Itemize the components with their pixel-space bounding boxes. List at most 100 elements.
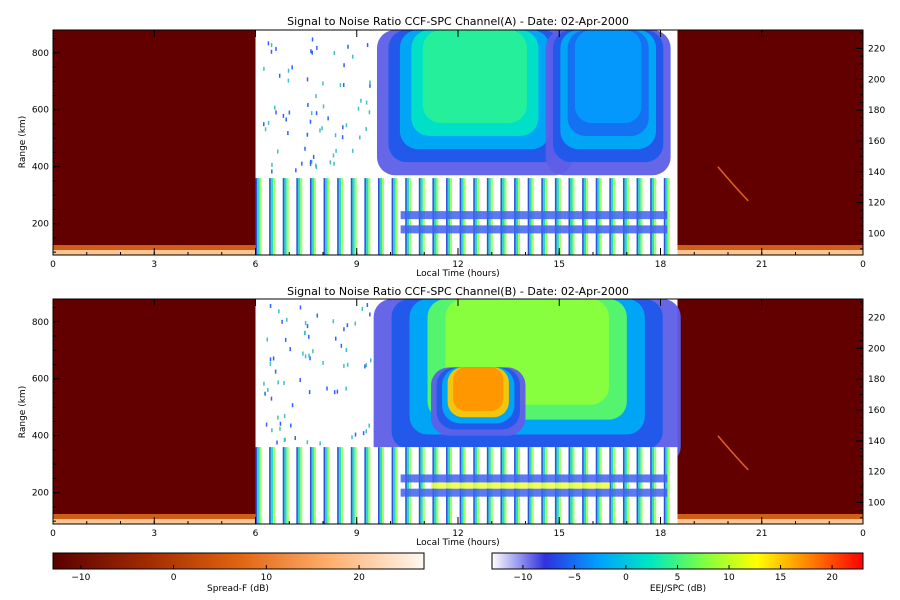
- y2-tick-label: 180: [868, 106, 885, 116]
- noise-speck: [282, 113, 285, 118]
- low-mode-bar: [338, 447, 342, 524]
- low-mode-bar: [270, 447, 274, 524]
- spread-f-region: [677, 30, 863, 255]
- low-mode-bar-edge: [300, 178, 303, 255]
- low-mode-bar-edge: [640, 447, 643, 524]
- noise-speck: [309, 119, 312, 124]
- spread-f-trace: [717, 166, 749, 202]
- spread-f-bottom-echo-core: [677, 519, 863, 524]
- colorbar-spread-f-label: Spread-F (dB): [207, 584, 269, 594]
- x-axis-label-b: Local Time (hours): [416, 538, 499, 548]
- eej-band: [400, 225, 668, 234]
- y-axis-label-b: Range (km): [18, 386, 28, 438]
- noise-speck: [334, 133, 337, 138]
- noise-speck: [263, 381, 265, 386]
- spread-f-region: [53, 299, 256, 524]
- noise-speck: [319, 128, 321, 133]
- low-mode-bar-core: [418, 447, 421, 524]
- colorbar-tick-label: 20: [826, 573, 838, 583]
- low-mode-bar-edge: [381, 178, 384, 255]
- noise-speck: [354, 321, 356, 326]
- noise-speck: [362, 431, 365, 436]
- low-mode-bar-edge: [395, 447, 398, 524]
- noise-speck: [357, 106, 360, 111]
- low-mode-bar-edge: [327, 178, 330, 255]
- x-tick-label: 12: [452, 529, 463, 539]
- spread-f-region: [53, 30, 256, 255]
- noise-speck: [332, 153, 335, 158]
- low-mode-bar-edge: [667, 447, 670, 524]
- low-mode-bar-edge: [395, 178, 398, 255]
- low-mode-bar-core: [282, 178, 285, 255]
- low-mode-bar-edge: [327, 447, 330, 524]
- noise-speck: [291, 65, 293, 70]
- y2-tick-label: 180: [868, 375, 885, 385]
- noise-speck: [275, 46, 277, 51]
- low-mode-bar-edge: [354, 447, 357, 524]
- low-mode-bar-core: [296, 447, 298, 524]
- noise-speck: [335, 148, 337, 153]
- y2-tick-label: 220: [868, 44, 885, 54]
- y2-tick-label: 100: [868, 229, 885, 239]
- noise-speck: [339, 83, 342, 88]
- y2-tick-label: 120: [868, 468, 885, 478]
- noise-speck: [295, 168, 297, 173]
- low-mode-bar: [310, 178, 314, 255]
- noise-speck: [279, 421, 282, 426]
- noise-speck: [368, 110, 371, 115]
- low-mode-bar-edge: [313, 447, 316, 524]
- x-tick-label: 6: [253, 260, 259, 270]
- noise-speck: [286, 317, 288, 322]
- low-mode-bar-edge: [654, 447, 657, 524]
- low-mode-bar-core: [337, 447, 339, 524]
- colorbar-eej-spc: −10 −5 0 5 10 15 20 EEJ/SPC (dB): [491, 552, 864, 594]
- y-axis-label-a: Range (km): [18, 116, 28, 168]
- colorbar-spread-f-ticks: −10 0 10 20: [71, 565, 365, 583]
- noise-speck: [263, 122, 265, 127]
- noise-speck: [311, 37, 314, 42]
- low-mode-bar: [338, 178, 342, 255]
- noise-speck: [319, 441, 321, 446]
- colorbar-eej-spc-label: EEJ/SPC (dB): [650, 584, 706, 594]
- noise-speck: [267, 41, 270, 46]
- low-mode-bar: [270, 178, 274, 255]
- noise-speck: [365, 127, 367, 132]
- noise-speck: [315, 111, 318, 116]
- noise-speck: [285, 117, 287, 122]
- colorbar-tick-label: −10: [513, 573, 532, 583]
- noise-speck: [269, 357, 272, 362]
- low-mode-bar: [324, 178, 328, 255]
- noise-speck: [329, 160, 332, 165]
- chart-title-b: Signal to Noise Ratio CCF-SPC Channel(B)…: [287, 285, 629, 298]
- low-mode-bar-edge: [341, 178, 344, 255]
- x-tick-label: 18: [655, 260, 667, 270]
- noise-speck: [290, 423, 292, 428]
- noise-speck: [271, 162, 273, 167]
- low-mode-bar-edge: [354, 178, 357, 255]
- low-mode-bar-core: [663, 447, 666, 524]
- noise-speck: [359, 135, 361, 140]
- noise-speck: [366, 43, 369, 48]
- noise-speck: [264, 391, 266, 396]
- low-mode-bar-edge: [259, 178, 262, 255]
- noise-speck: [279, 426, 281, 431]
- noise-speck: [306, 132, 309, 137]
- y-tick-label: 200: [32, 489, 49, 499]
- low-mode-bar-core: [309, 178, 312, 255]
- x-tick-label: 21: [756, 529, 767, 539]
- noise-speck: [309, 161, 312, 166]
- low-mode-bar: [651, 447, 655, 524]
- noise-speck: [274, 105, 276, 110]
- noise-speck: [365, 363, 367, 368]
- noise-speck: [304, 321, 307, 326]
- noise-speck: [267, 387, 269, 392]
- noise-speck: [346, 362, 349, 367]
- noise-speck: [277, 415, 279, 420]
- colorbar-tick-label: −5: [568, 573, 581, 583]
- chart-title-a: Signal to Noise Ratio CCF-SPC Channel(A)…: [287, 15, 629, 28]
- low-mode-bar: [392, 447, 396, 524]
- low-mode-bar-core: [350, 178, 353, 255]
- low-mode-bar-edge: [626, 447, 629, 524]
- noise-speck: [287, 68, 290, 73]
